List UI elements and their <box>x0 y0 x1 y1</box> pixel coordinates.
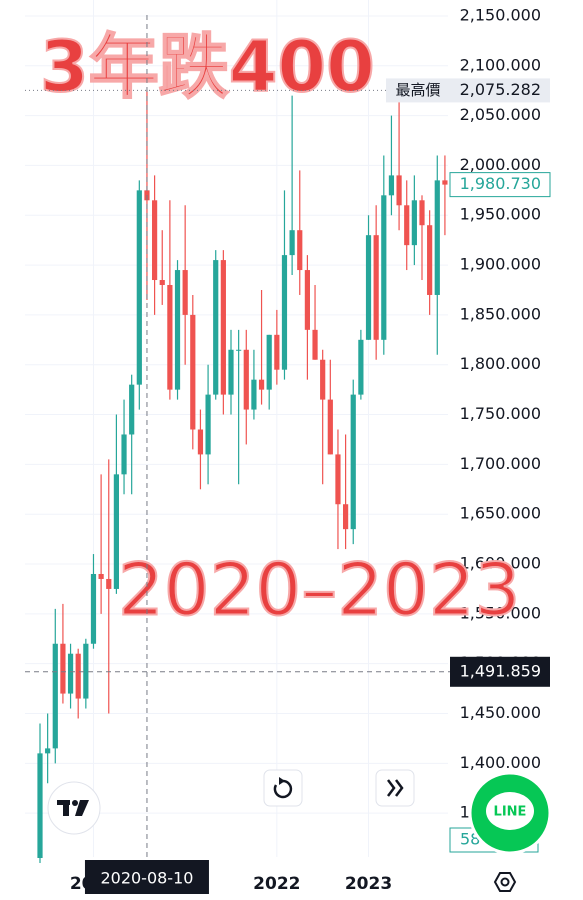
high-label-box <box>386 78 450 103</box>
y-tick-label: 1,450.000 <box>460 703 541 722</box>
chart-subtitle: 2020–2023 <box>118 548 520 632</box>
y-tick-label: 2,150.000 <box>460 5 541 24</box>
candle-body <box>83 643 89 699</box>
y-tick-label: 1,950.000 <box>460 205 541 224</box>
candle-body <box>113 474 119 589</box>
y-tick-label: 1,900.000 <box>460 255 541 274</box>
y-tick-label: 1,800.000 <box>460 354 541 373</box>
candle-body <box>228 349 234 395</box>
line-button-label: LINE <box>494 805 527 820</box>
candle-body <box>67 653 74 694</box>
candle-body <box>320 359 326 400</box>
candle-body <box>190 314 196 430</box>
line-bubble <box>486 792 534 830</box>
candle-body <box>442 180 448 185</box>
candle-body <box>404 205 410 246</box>
y-tick-label: 1,400.000 <box>460 753 541 772</box>
candle-body <box>251 379 257 410</box>
candle-body <box>98 573 104 579</box>
y-tick-label: 1,850.000 <box>460 304 541 323</box>
candle-body <box>75 653 81 699</box>
candle-body <box>304 270 310 330</box>
last-price-label: 1,980.730 <box>460 174 541 193</box>
crosshair-date-box <box>84 860 209 894</box>
y-tick-label: 2,050.000 <box>460 105 541 124</box>
candle-body <box>136 190 142 385</box>
y-tick-label: 1,750.000 <box>460 404 541 423</box>
candle-body <box>396 175 402 206</box>
last-price-box <box>449 172 551 198</box>
candle-body <box>129 384 135 435</box>
candle-body <box>297 230 303 271</box>
candle-body <box>411 200 417 246</box>
candle-body <box>358 339 364 395</box>
candle-body <box>350 394 356 530</box>
scroll-right-button[interactable] <box>375 769 415 807</box>
crosshair-price-label: 1,491.859 <box>460 661 541 680</box>
high-label-text: 最高價 <box>395 81 440 99</box>
reset-button[interactable] <box>263 769 303 807</box>
candle-body <box>52 643 58 749</box>
tradingview-logo[interactable] <box>47 781 101 835</box>
candle-body <box>152 200 158 281</box>
y-tick-label: 1,700.000 <box>460 454 541 473</box>
candle-body <box>274 334 280 370</box>
high-price-label: 2,075.282 <box>460 80 541 99</box>
candle-body <box>60 643 66 694</box>
candle-body <box>312 329 318 360</box>
candle-body <box>174 270 181 390</box>
x-tick-label: 2023 <box>345 874 392 894</box>
y-tick-label: 1,600.000 <box>460 554 541 573</box>
candle-body <box>343 504 349 530</box>
y-tick-label: 1,650.000 <box>460 504 541 523</box>
candle-body <box>266 334 272 390</box>
candle-body <box>335 454 341 505</box>
candle-body <box>381 195 387 340</box>
y-tick-label: 2,100.000 <box>460 55 541 74</box>
candle-body <box>243 349 249 410</box>
candle-body <box>37 753 43 858</box>
candle-body <box>388 175 395 196</box>
candle-body <box>258 379 265 390</box>
high-price-box <box>450 78 550 103</box>
candle-body <box>373 235 379 340</box>
candle-body <box>281 255 288 370</box>
candle-body <box>197 429 204 455</box>
candle-body <box>419 200 425 226</box>
crosshair-price-box <box>450 656 550 687</box>
y-tick-label: 2,000.000 <box>460 155 541 174</box>
settings-icon[interactable] <box>493 872 517 892</box>
candle-body <box>220 260 226 395</box>
crosshair-date-label: 2020-08-10 <box>100 869 193 888</box>
candle-body <box>289 230 295 256</box>
candle-body <box>236 349 242 351</box>
candle-body <box>182 270 188 315</box>
y-tick-label: 1,550.000 <box>460 603 541 622</box>
candle-body <box>167 285 173 390</box>
chart-title: 3年跌400 <box>40 26 375 108</box>
candle-body <box>365 235 372 340</box>
x-tick-label: 2022 <box>253 874 300 894</box>
candle-body <box>159 280 165 286</box>
candle-body <box>427 225 433 295</box>
candle-body <box>327 399 333 455</box>
candle-body <box>205 394 211 455</box>
candle-body <box>121 434 127 475</box>
candle-body <box>45 748 51 754</box>
candle-body <box>106 578 112 589</box>
candle-body <box>434 180 440 295</box>
candle-body <box>90 573 97 644</box>
candle-body <box>213 260 219 395</box>
